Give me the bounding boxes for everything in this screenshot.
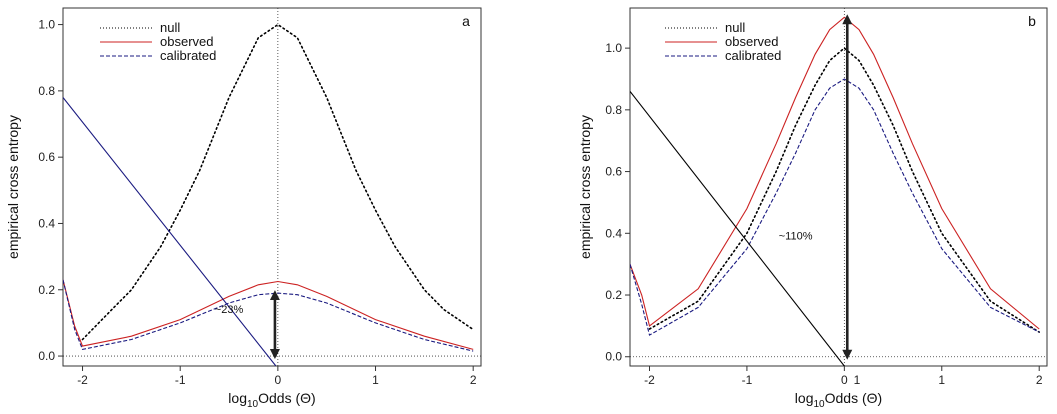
series-line-null <box>81 23 475 341</box>
x-tick-label: 1 <box>938 373 945 387</box>
plot-frame <box>629 7 1048 367</box>
legend-label-calibrated: calibrated <box>160 48 216 63</box>
legend-label-null: null <box>725 20 745 35</box>
plot-area <box>63 8 481 366</box>
series-line-ramp <box>630 90 845 366</box>
series-line-ramp <box>63 97 277 366</box>
legend-label-observed: observed <box>160 34 213 49</box>
y-tick-label: 0.6 <box>605 165 622 179</box>
x-tick-label: -2 <box>77 373 88 387</box>
x-tick-label: -2 <box>644 373 655 387</box>
x-tick-label: -1 <box>175 373 186 387</box>
y-tick-label: 0.8 <box>38 84 55 98</box>
x-tick-label-extra: 1 <box>854 373 861 387</box>
plot-area <box>630 8 1047 366</box>
panel-label: b <box>1028 13 1036 29</box>
x-tick-label: 2 <box>1036 373 1043 387</box>
y-axis-title: empirical cross entropy <box>577 115 593 259</box>
x-tick-label: -1 <box>742 373 753 387</box>
y-tick-label: 0.8 <box>605 103 622 117</box>
y-tick-label: 1.0 <box>605 41 622 55</box>
series-line-null <box>648 47 1040 333</box>
x-axis-title: log10Odds (Θ) <box>228 390 315 410</box>
y-axis-title: empirical cross entropy <box>5 115 21 259</box>
y-tick-label: 1.0 <box>38 18 55 32</box>
series-line-calibrated <box>63 279 474 352</box>
chart-panel-a: 0.0 0.2 0.4 0.6 0.8 1.0 -2 -1 0 1 2 log10Odds (Θ) em… <box>5 7 482 410</box>
arrow-annotation: ~23% <box>215 304 244 316</box>
y-tick-label: 0.2 <box>605 288 622 302</box>
y-tick-label: 0.0 <box>605 350 622 364</box>
series-line-observed <box>63 279 474 350</box>
y-tick-label: 0.0 <box>38 349 55 363</box>
arrow-annotation: ~110% <box>779 230 813 242</box>
x-tick-label: 1 <box>372 373 379 387</box>
legend-label-observed: observed <box>725 34 778 49</box>
plot-frame <box>62 7 482 367</box>
legend-label-calibrated: calibrated <box>725 48 781 63</box>
x-tick-label: 2 <box>470 373 477 387</box>
series-line-observed <box>630 16 1040 330</box>
x-axis-title: log10Odds (Θ) <box>795 390 882 410</box>
y-tick-label: 0.2 <box>38 283 55 297</box>
x-tick-label: 0 <box>275 373 282 387</box>
panel-label: a <box>462 13 470 29</box>
y-tick-label: 0.4 <box>38 216 55 230</box>
series-line-calibrated <box>630 78 1040 336</box>
x-tick-label: 0 <box>841 373 848 387</box>
legend-label-null: null <box>160 20 180 35</box>
y-tick-label: 0.4 <box>605 226 622 240</box>
y-tick-label: 0.6 <box>38 150 55 164</box>
